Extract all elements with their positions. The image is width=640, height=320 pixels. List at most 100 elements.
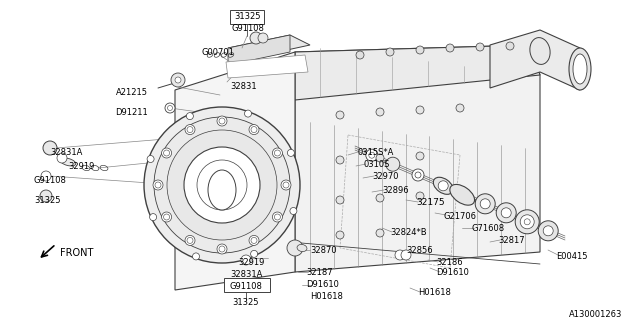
Circle shape bbox=[538, 221, 558, 241]
Circle shape bbox=[336, 196, 344, 204]
Text: G71608: G71608 bbox=[472, 224, 505, 233]
Text: H01618: H01618 bbox=[310, 292, 343, 301]
Circle shape bbox=[416, 106, 424, 114]
Circle shape bbox=[219, 118, 225, 124]
Text: D91211: D91211 bbox=[115, 108, 148, 117]
Circle shape bbox=[369, 152, 375, 158]
Text: 32919: 32919 bbox=[238, 258, 264, 267]
Polygon shape bbox=[230, 10, 264, 24]
Circle shape bbox=[241, 255, 251, 265]
Circle shape bbox=[501, 208, 511, 218]
Text: G21706: G21706 bbox=[444, 212, 477, 221]
Ellipse shape bbox=[530, 37, 550, 64]
Polygon shape bbox=[175, 52, 295, 290]
Text: 31325: 31325 bbox=[235, 12, 261, 21]
Circle shape bbox=[165, 103, 175, 113]
Circle shape bbox=[290, 207, 297, 214]
Text: A21215: A21215 bbox=[116, 88, 148, 97]
Circle shape bbox=[57, 153, 67, 163]
Circle shape bbox=[258, 33, 268, 43]
Circle shape bbox=[446, 44, 454, 52]
Polygon shape bbox=[226, 55, 308, 78]
Circle shape bbox=[187, 127, 193, 132]
Text: G91108: G91108 bbox=[34, 176, 67, 185]
Circle shape bbox=[475, 194, 495, 214]
Ellipse shape bbox=[297, 244, 307, 252]
Polygon shape bbox=[295, 45, 540, 100]
Circle shape bbox=[456, 104, 464, 112]
Ellipse shape bbox=[573, 54, 587, 84]
Text: H01618: H01618 bbox=[418, 288, 451, 297]
Ellipse shape bbox=[569, 48, 591, 90]
Circle shape bbox=[43, 141, 57, 155]
Circle shape bbox=[161, 212, 172, 222]
Polygon shape bbox=[224, 278, 270, 292]
Text: 32175: 32175 bbox=[416, 198, 445, 207]
Circle shape bbox=[161, 148, 172, 158]
Circle shape bbox=[168, 106, 173, 110]
Text: G00701: G00701 bbox=[202, 48, 235, 57]
Circle shape bbox=[184, 147, 260, 223]
Text: A130001263: A130001263 bbox=[568, 310, 622, 319]
Circle shape bbox=[515, 210, 540, 234]
Circle shape bbox=[249, 124, 259, 135]
Text: 31325: 31325 bbox=[34, 196, 61, 205]
Text: 32831: 32831 bbox=[230, 82, 257, 91]
Circle shape bbox=[376, 194, 384, 202]
Polygon shape bbox=[228, 35, 290, 65]
Text: 32970: 32970 bbox=[372, 172, 399, 181]
Text: E00415: E00415 bbox=[556, 252, 588, 261]
Circle shape bbox=[250, 32, 262, 44]
Circle shape bbox=[386, 48, 394, 56]
Circle shape bbox=[150, 214, 157, 220]
Circle shape bbox=[186, 113, 193, 120]
Ellipse shape bbox=[60, 158, 76, 166]
Circle shape bbox=[171, 73, 185, 87]
Circle shape bbox=[175, 77, 181, 83]
Circle shape bbox=[520, 215, 534, 229]
Circle shape bbox=[416, 46, 424, 54]
Circle shape bbox=[217, 244, 227, 254]
Circle shape bbox=[287, 149, 294, 156]
Text: G91108: G91108 bbox=[232, 24, 264, 33]
Circle shape bbox=[273, 212, 282, 222]
Text: 32831A: 32831A bbox=[50, 148, 83, 157]
Circle shape bbox=[147, 156, 154, 163]
Ellipse shape bbox=[208, 170, 236, 210]
Ellipse shape bbox=[433, 177, 453, 194]
Circle shape bbox=[164, 214, 170, 220]
Circle shape bbox=[185, 124, 195, 135]
Circle shape bbox=[438, 181, 448, 191]
Circle shape bbox=[193, 253, 200, 260]
Circle shape bbox=[164, 150, 170, 156]
Circle shape bbox=[275, 150, 280, 156]
Circle shape bbox=[480, 199, 490, 209]
Circle shape bbox=[273, 148, 282, 158]
Circle shape bbox=[376, 108, 384, 116]
Circle shape bbox=[401, 250, 411, 260]
Circle shape bbox=[416, 152, 424, 160]
Circle shape bbox=[155, 182, 161, 188]
Text: FRONT: FRONT bbox=[60, 248, 93, 258]
Circle shape bbox=[376, 229, 384, 237]
Polygon shape bbox=[228, 35, 310, 58]
Circle shape bbox=[275, 214, 280, 220]
Text: 32856: 32856 bbox=[406, 246, 433, 255]
Circle shape bbox=[197, 160, 247, 210]
Circle shape bbox=[543, 226, 553, 236]
Circle shape bbox=[415, 172, 421, 178]
Circle shape bbox=[251, 127, 257, 132]
Circle shape bbox=[41, 171, 51, 181]
Circle shape bbox=[40, 190, 52, 202]
Circle shape bbox=[416, 192, 424, 200]
Text: D91610: D91610 bbox=[306, 280, 339, 289]
Circle shape bbox=[356, 51, 364, 59]
Text: 32186: 32186 bbox=[436, 258, 463, 267]
Circle shape bbox=[217, 116, 227, 126]
Circle shape bbox=[251, 250, 258, 257]
Text: 32824*B: 32824*B bbox=[390, 228, 427, 237]
Circle shape bbox=[336, 111, 344, 119]
Text: 0310S: 0310S bbox=[364, 160, 390, 169]
Circle shape bbox=[244, 110, 252, 117]
Text: 31325: 31325 bbox=[233, 298, 259, 307]
